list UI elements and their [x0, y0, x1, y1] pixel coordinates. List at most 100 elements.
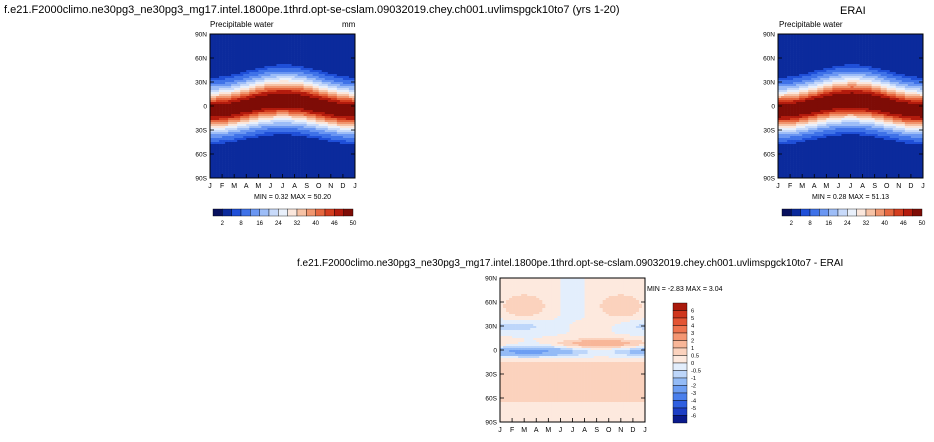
left-cell — [231, 70, 235, 73]
left-cell — [282, 72, 286, 75]
left-cell — [342, 96, 347, 99]
left-cell — [324, 58, 329, 61]
right-cell — [838, 50, 842, 53]
left-cell — [321, 64, 326, 67]
right-cell — [826, 110, 830, 113]
right-cell — [778, 80, 782, 83]
left-cell — [324, 114, 329, 117]
left-cell — [243, 98, 247, 101]
right-cell — [784, 94, 788, 97]
right-cell — [796, 36, 800, 39]
left-xtick-label: O — [316, 183, 322, 190]
left-cell — [303, 172, 307, 175]
right-cell — [817, 56, 821, 59]
left-cell — [315, 36, 320, 39]
left-cell — [276, 144, 280, 147]
right-cell — [796, 134, 800, 137]
right-cell — [829, 74, 833, 77]
left-cell — [288, 60, 292, 63]
left-cell — [312, 76, 317, 79]
left-cell — [312, 168, 317, 171]
left-cell — [291, 38, 295, 41]
right-cell — [796, 80, 800, 83]
left-cell — [252, 106, 256, 109]
right-cell — [790, 166, 794, 169]
left-cell — [288, 42, 292, 45]
left-cell — [261, 108, 265, 111]
left-cell — [327, 84, 332, 87]
left-cell — [330, 48, 335, 51]
right-cell — [814, 72, 818, 75]
left-cell — [276, 120, 280, 123]
left-cell — [303, 168, 307, 171]
right-cell — [835, 130, 839, 133]
left-cell — [237, 76, 241, 79]
left-cell — [246, 58, 250, 61]
left-cell — [303, 68, 307, 71]
left-cell — [222, 142, 226, 145]
left-cell — [291, 104, 295, 107]
right-cell — [823, 134, 827, 137]
left-cell — [279, 156, 283, 159]
left-cell — [222, 40, 226, 43]
left-cell — [243, 150, 247, 153]
right-cell — [793, 100, 797, 103]
right-cell — [811, 110, 815, 113]
right-cell — [784, 98, 788, 101]
left-cell — [225, 118, 229, 121]
left-cell — [297, 174, 301, 177]
left-cell — [243, 62, 247, 65]
right-cell — [832, 116, 836, 119]
left-cell — [276, 76, 280, 79]
left-cell — [291, 120, 295, 123]
left-cell — [291, 52, 295, 55]
left-cell — [210, 150, 214, 153]
right-cell — [835, 34, 839, 37]
left-cell — [291, 88, 295, 91]
right-cell — [820, 170, 824, 173]
right-cell — [826, 38, 830, 41]
left-cell — [315, 104, 320, 107]
left-cell — [315, 74, 320, 77]
left-cell — [222, 100, 226, 103]
left-cell — [210, 46, 214, 49]
left-cell — [309, 72, 314, 75]
right-cell — [811, 60, 815, 63]
right-cell — [796, 72, 800, 75]
right-cell — [823, 172, 827, 175]
right-cell — [832, 90, 836, 93]
left-cell — [255, 84, 259, 87]
left-cell — [348, 118, 353, 121]
right-cell — [796, 172, 800, 175]
right-cell — [829, 64, 833, 67]
left-cell — [225, 162, 229, 165]
left-cell — [300, 60, 304, 63]
left-cell — [276, 94, 280, 97]
left-cell — [342, 134, 347, 137]
left-cell — [333, 134, 338, 137]
right-cell — [829, 52, 833, 55]
left-cell — [213, 102, 217, 105]
left-cell — [270, 70, 274, 73]
left-cell — [282, 56, 286, 59]
left-cell — [258, 142, 262, 145]
left-cell — [312, 148, 317, 151]
right-cell — [781, 54, 785, 57]
left-cell — [261, 132, 265, 135]
left-cell — [240, 82, 244, 85]
left-cell — [231, 92, 235, 95]
left-cell — [315, 70, 320, 73]
left-cell — [258, 76, 262, 79]
right-cell — [790, 60, 794, 63]
right-max-value: 51.13 — [871, 194, 890, 201]
left-cell — [324, 164, 329, 167]
left-cell — [264, 120, 268, 123]
left-cell — [327, 50, 332, 53]
left-cell — [237, 136, 241, 139]
left-cell — [351, 58, 356, 61]
right-cell — [823, 44, 827, 47]
right-cell — [811, 88, 815, 91]
left-cell — [291, 60, 295, 63]
right-cell — [817, 68, 821, 71]
left-cell — [297, 44, 301, 47]
